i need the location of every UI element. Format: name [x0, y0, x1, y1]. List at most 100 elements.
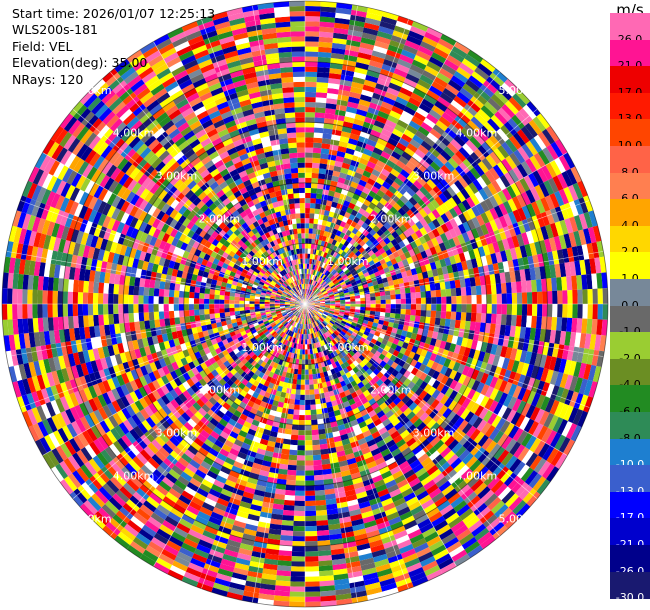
range-gate-cell	[418, 494, 432, 506]
range-gate-cell	[519, 416, 530, 431]
range-gate-cell	[342, 335, 349, 342]
range-gate-cell	[397, 506, 411, 517]
range-gate-cell	[317, 550, 332, 557]
range-gate-cell	[376, 364, 384, 372]
range-gate-cell	[143, 312, 150, 321]
range-gate-cell	[387, 553, 403, 564]
range-gate-cell	[108, 283, 115, 294]
range-gate-cell	[405, 437, 417, 447]
range-gate-cell	[244, 304, 250, 308]
range-gate-cell	[334, 310, 340, 314]
range-gate-cell	[425, 446, 437, 458]
range-gate-cell	[521, 449, 534, 465]
range-gate-cell	[427, 377, 437, 387]
range-gate-cell	[578, 378, 588, 395]
range-gate-cell	[526, 390, 537, 405]
range-gate-cell	[361, 351, 368, 359]
range-gate-cell	[292, 535, 305, 542]
range-gate-cell	[419, 316, 426, 323]
range-gate-cell	[409, 359, 418, 368]
range-gate-cell	[316, 320, 320, 326]
range-gate-cell	[163, 289, 170, 297]
range-gate-cell	[367, 351, 375, 359]
range-gate-cell	[441, 333, 449, 342]
range-gate-cell	[514, 414, 526, 428]
range-gate-cell	[512, 385, 522, 399]
range-gate-cell	[516, 430, 529, 445]
range-gate-cell	[219, 299, 225, 304]
range-gate-cell	[415, 334, 423, 342]
range-gate-cell	[371, 430, 381, 439]
range-gate-cell	[395, 577, 412, 588]
range-gate-cell	[363, 348, 371, 355]
range-gate-cell	[78, 315, 85, 328]
range-gate-cell	[353, 428, 363, 437]
range-gate-cell	[308, 318, 312, 324]
range-gate-cell	[345, 306, 351, 309]
range-gate-cell	[312, 338, 316, 344]
range-gate-cell	[535, 394, 546, 409]
range-gate-cell	[461, 422, 473, 435]
range-gate-cell	[332, 316, 338, 321]
range-gate-cell	[361, 333, 368, 340]
range-gate-cell	[42, 290, 48, 304]
range-gate-cell	[92, 292, 99, 304]
range-gate-cell	[529, 437, 542, 453]
range-gate-cell	[67, 279, 74, 292]
range-gate-cell	[424, 316, 431, 324]
range-gate-cell	[460, 408, 471, 420]
range-gate-cell	[372, 452, 383, 461]
range-gate-cell	[377, 323, 384, 329]
range-gate-cell	[445, 311, 452, 320]
range-gate-cell	[350, 304, 356, 307]
range-gate-cell	[305, 601, 321, 607]
range-gate-cell	[350, 513, 363, 522]
range-gate-cell	[561, 345, 570, 360]
range-gate-cell	[393, 452, 405, 462]
range-gate-cell	[327, 406, 334, 413]
range-gate-cell	[389, 488, 402, 498]
range-gate-cell	[525, 452, 538, 468]
range-gate-cell	[453, 344, 462, 354]
range-gate-cell	[505, 455, 518, 470]
range-gate-cell	[224, 295, 230, 301]
range-gate-cell	[292, 530, 305, 537]
range-gate-cell	[344, 448, 354, 456]
range-gate-cell	[430, 398, 440, 409]
range-gate-cell	[128, 285, 135, 296]
range-gate-cell	[312, 444, 321, 451]
range-gate-cell	[394, 313, 401, 320]
range-gate-cell	[422, 415, 433, 426]
range-gate-cell	[323, 311, 329, 315]
range-gate-cell	[224, 291, 231, 297]
range-gate-cell	[310, 404, 317, 410]
range-gate-cell	[380, 582, 398, 592]
range-gate-cell	[540, 396, 551, 411]
range-gate-cell	[426, 507, 440, 519]
range-gate-cell	[366, 438, 377, 448]
range-gate-cell	[2, 304, 8, 320]
range-gate-cell	[424, 531, 439, 543]
range-gate-cell	[399, 483, 412, 493]
range-gate-cell	[334, 360, 341, 367]
range-gate-cell	[468, 519, 483, 533]
range-gate-cell	[378, 443, 389, 453]
range-gate-cell	[163, 304, 169, 312]
range-gate-cell	[333, 311, 340, 315]
range-gate-cell	[536, 380, 546, 395]
range-gate-cell	[327, 385, 334, 392]
range-gate-cell	[350, 306, 356, 310]
range-gate-cell	[305, 465, 314, 471]
range-gate-cell	[410, 367, 419, 376]
range-gate-cell	[515, 503, 531, 519]
range-gate-cell	[300, 389, 305, 395]
range-gate-cell	[343, 484, 355, 492]
range-gate-cell	[291, 429, 299, 436]
range-gate-cell	[473, 482, 488, 496]
range-gate-cell	[375, 307, 381, 312]
range-gate-cell	[305, 556, 319, 562]
range-gate-cell	[98, 314, 105, 326]
range-gate-cell	[296, 379, 302, 385]
range-gate-cell	[545, 430, 557, 446]
range-gate-cell	[209, 313, 216, 320]
